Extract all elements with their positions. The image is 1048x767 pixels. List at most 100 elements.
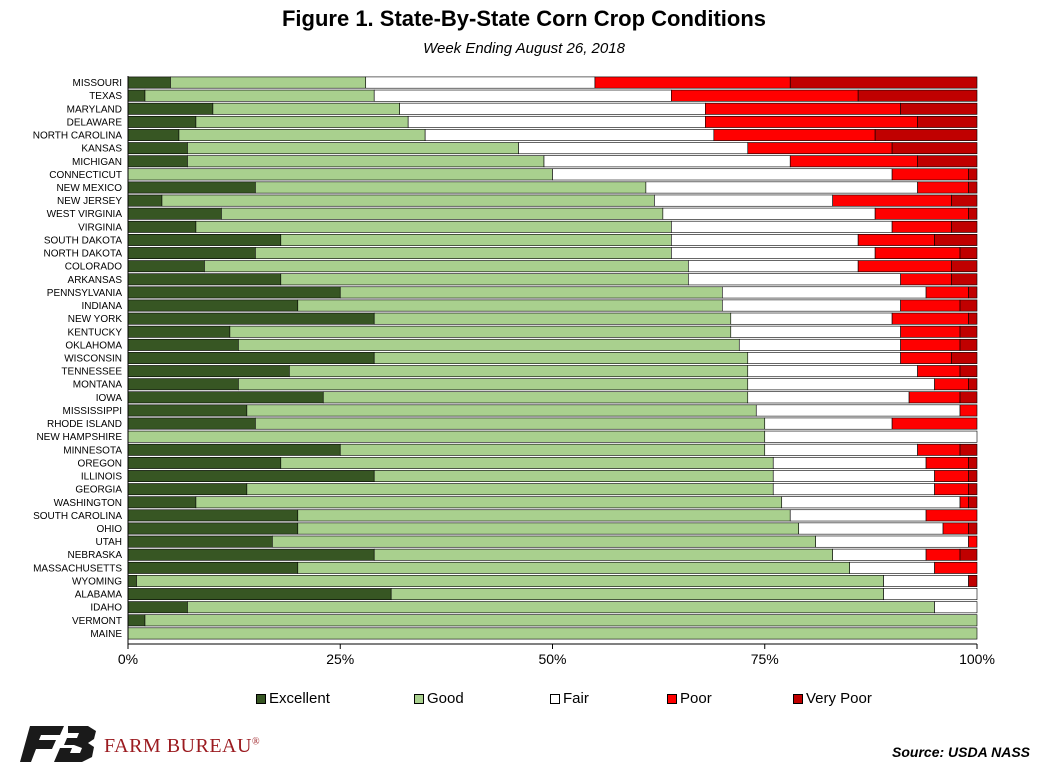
category-label: UTAH [96,537,122,548]
category-label: NORTH DAKOTA [43,249,122,260]
legend-swatch [793,693,803,704]
category-label: WASHINGTON [54,498,122,509]
bar-segment-fair [781,496,961,509]
legend-item-excellent: Excellent [256,690,330,707]
bar-segment-very-poor [917,115,978,128]
bar-segment-fair [815,535,969,548]
bar-segment-good [187,601,935,614]
bar-segment-fair [883,588,978,601]
bar-segment-poor [934,378,969,391]
bar-segment-fair [747,365,918,378]
bar-segment-fair [764,443,918,456]
chart-subtitle: Week Ending August 26, 2018 [423,40,625,57]
bar-segment-excellent [127,76,171,89]
farm-bureau-logo-icon [20,726,96,762]
bar-segment-excellent [127,220,197,233]
bar-segment-good [212,102,400,115]
bar-segment-excellent [127,352,375,364]
bar-segment-very-poor [968,470,978,482]
bar-segment-excellent [127,470,375,482]
bar-segment-good [373,312,732,325]
bar-segment-poor [671,89,859,102]
bar-segment-good [187,155,545,168]
category-label: MAINE [90,629,122,640]
bar-segment-very-poor [968,522,978,535]
bar-segment-fair [373,89,672,102]
bar-segment-good [127,168,553,181]
bar-segment-very-poor [968,168,978,181]
bar-segment-good [390,588,884,601]
bar-segment-good [195,115,409,128]
bar-segment-poor [925,286,969,299]
bar-segment-excellent [127,234,282,246]
bar-segment-very-poor [951,273,978,286]
bar-segment-fair [747,391,910,404]
bar-segment-poor [908,391,961,404]
bar-segment-fair [671,234,859,246]
bar-segment-good [229,325,732,338]
legend-label: Poor [680,690,712,707]
bar-segment-very-poor [968,483,978,496]
bar-segment-fair [552,168,893,181]
bar-segment-fair [424,129,715,141]
category-label: SOUTH CAROLINA [33,511,122,522]
bar-segment-good [297,509,791,522]
bar-segment-very-poor [968,456,978,469]
bar-segment-poor [917,181,969,194]
bar-segment-excellent [127,443,341,456]
bar-segment-very-poor [959,325,978,338]
category-label: IOWA [96,393,123,404]
bar-segment-very-poor [959,548,978,561]
bar-segment-good [322,391,749,404]
bar-segment-excellent [127,286,341,299]
bar-segment-poor [968,535,978,548]
category-label: DELAWARE [67,117,123,128]
category-label: MONTANA [73,380,123,391]
bar-segment-very-poor [959,443,978,456]
bar-segment-fair [645,181,918,194]
category-label: WISCONSIN [64,354,122,365]
legend-swatch [414,693,424,704]
bar-segment-excellent [127,561,299,574]
bar-segment-poor [705,102,901,115]
bar-segment-good [255,247,672,260]
category-label: VIRGINIA [78,222,122,233]
category-label: PENNSYLVANIA [47,288,123,299]
category-label: TENNESSEE [61,367,122,378]
bar-segment-fair [654,194,833,207]
bar-segment-excellent [127,404,248,417]
bar-segment-excellent [127,575,137,587]
bar-segment-fair [671,247,876,260]
category-label: NEW YORK [68,314,123,325]
category-label: MISSOURI [73,78,122,89]
bar-segment-good [373,548,833,561]
bar-segment-poor [925,548,961,561]
bar-segment-very-poor [959,365,978,378]
bar-segment-fair [764,417,893,430]
bar-segment-good [246,404,757,417]
bar-segment-good [170,76,367,89]
bar-segment-poor [925,456,969,469]
bar-segment-excellent [127,142,188,155]
bar-segment-good [255,181,647,194]
chart-title: Figure 1. State-By-State Corn Crop Condi… [281,6,767,31]
bar-segment-excellent [127,548,375,561]
category-label: VERMONT [72,616,122,627]
bar-segment-excellent [127,207,222,220]
category-label: ILLINOIS [81,472,122,483]
bar-segment-good [297,299,723,312]
bar-segment-excellent [127,89,146,102]
bar-segment-very-poor [959,247,978,260]
bar-segment-good [238,378,749,391]
category-label: SOUTH DAKOTA [44,235,122,246]
bar-segment-good [144,89,375,102]
bar-segment-good [161,194,655,207]
bar-segment-excellent [127,522,299,535]
category-label: TEXAS [89,91,122,102]
bar-segment-excellent [127,483,248,496]
category-label: RHODE ISLAND [47,419,122,430]
bar-segment-poor [959,496,969,509]
bar-segment-fair [832,548,927,561]
bar-segment-good [339,286,723,299]
bar-segment-very-poor [951,260,978,273]
